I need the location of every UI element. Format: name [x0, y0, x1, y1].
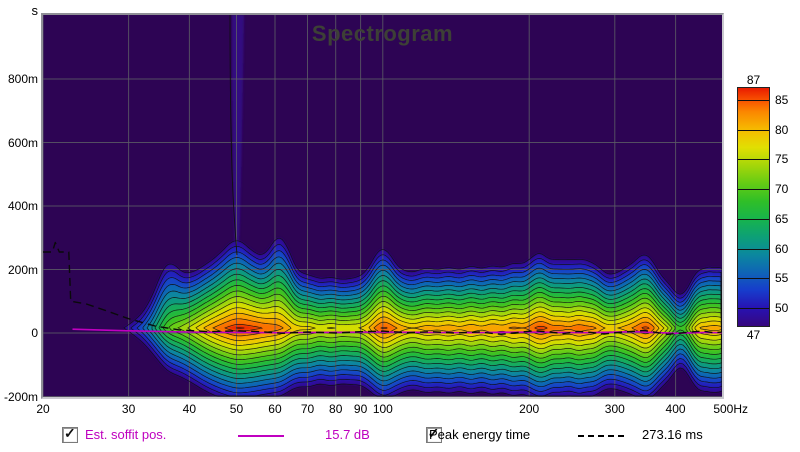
- y-tick-label: 200m: [7, 262, 38, 277]
- color-scale-tick: [738, 308, 769, 310]
- color-scale-tick-label: 75: [775, 152, 789, 167]
- color-scale-tick: [738, 218, 769, 220]
- x-tick-label: 40: [182, 402, 197, 416]
- peak-energy-value: 273.16 ms: [642, 427, 703, 442]
- soffit-label: Est. soffit pos.: [85, 427, 167, 442]
- color-scale-max-label: 87: [746, 73, 761, 87]
- y-axis-unit-label: s: [31, 3, 39, 18]
- x-tick-label: 90: [353, 402, 368, 416]
- y-tick-label: -200m: [3, 389, 38, 404]
- color-scale-tick-label: 85: [775, 92, 789, 107]
- color-scale-tick-label: 60: [775, 241, 789, 256]
- x-tick-label: 20: [36, 402, 50, 416]
- peak-energy-label: Peak energy time: [429, 427, 531, 442]
- color-scale-tick: [738, 189, 769, 191]
- soffit-value: 15.7 dB: [325, 427, 370, 442]
- peak-energy-time-curve: [43, 241, 722, 335]
- color-scale-tick-label: 80: [775, 122, 789, 137]
- plot-area[interactable]: Spectrogram: [41, 13, 724, 399]
- x-tick-label: 70: [300, 402, 315, 416]
- x-tick-label: 400: [665, 402, 686, 416]
- color-scale-tick: [738, 248, 769, 250]
- peak-energy-checkbox[interactable]: [425, 425, 442, 443]
- x-tick-label: 200: [519, 402, 540, 416]
- y-tick-label: 600m: [7, 135, 38, 150]
- spectrogram-canvas[interactable]: [43, 15, 722, 397]
- ridge-contour-line: [229, 15, 238, 256]
- y-tick-label: 0: [31, 326, 38, 340]
- color-scale-tick: [738, 99, 769, 101]
- soffit-line-sample: [238, 435, 284, 437]
- x-tick-label: 300: [604, 402, 625, 416]
- color-scale-min-label: 47: [746, 328, 761, 342]
- ridge-50hz: [232, 15, 244, 267]
- x-tick-label: 50: [229, 402, 244, 416]
- x-tick-label: 100: [372, 402, 393, 416]
- color-scale-tick: [738, 129, 769, 131]
- x-tick-label: 30: [121, 402, 136, 416]
- chart-title: Spectrogram: [311, 21, 454, 46]
- y-tick-label: 800m: [7, 72, 38, 86]
- soffit-checkbox[interactable]: [62, 425, 78, 443]
- color-scale-tick: [738, 278, 769, 280]
- color-scale-tick-label: 70: [775, 182, 789, 197]
- y-tick-label: 400m: [7, 199, 38, 213]
- x-tick-label: 80: [329, 402, 343, 416]
- color-scale-tick-label: 55: [775, 271, 789, 286]
- color-scale-bar: 87 47 85 80 75 70 65 60 55 50: [737, 73, 788, 342]
- color-scale-tick-label: 65: [775, 211, 789, 226]
- legend-bar: Est. soffit pos. 15.7 dB Peak energy tim…: [0, 424, 800, 448]
- x-tick-label: 500Hz: [713, 402, 749, 416]
- color-scale-tick-label: 50: [775, 301, 789, 316]
- color-scale-tick: [738, 159, 769, 161]
- peak-energy-line-sample: [578, 435, 624, 437]
- x-tick-label: 60: [268, 402, 282, 416]
